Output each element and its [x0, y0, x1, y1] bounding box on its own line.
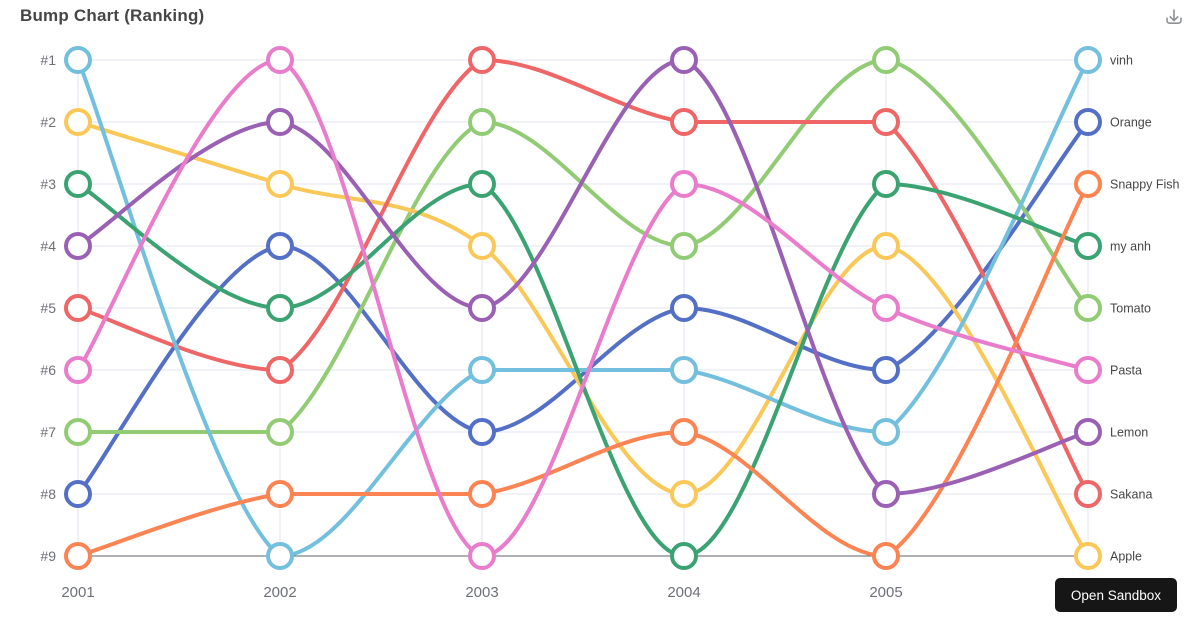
series-end-label-tomato: Tomato [1110, 302, 1151, 316]
y-axis-tick-label: #3 [40, 176, 56, 192]
data-point-apple[interactable] [1074, 542, 1102, 570]
data-point-sakana[interactable] [872, 108, 900, 136]
data-point-my-anh[interactable] [64, 170, 92, 198]
y-axis-tick-label: #9 [40, 548, 56, 564]
series-end-label-vinh: vinh [1110, 54, 1133, 68]
series-end-label-lemon: Lemon [1110, 426, 1148, 440]
series-line-orange[interactable] [76, 120, 1090, 496]
data-point-snappy-fish[interactable] [1074, 170, 1102, 198]
data-point-my-anh[interactable] [468, 170, 496, 198]
data-point-my-anh[interactable] [266, 294, 294, 322]
data-point-pasta[interactable] [670, 170, 698, 198]
x-axis-tick-label: 2005 [869, 584, 902, 601]
series-end-label-apple: Apple [1110, 550, 1142, 564]
data-point-orange[interactable] [468, 418, 496, 446]
data-point-lemon[interactable] [872, 480, 900, 508]
data-point-pasta[interactable] [266, 46, 294, 74]
y-axis-tick-label: #1 [40, 52, 56, 68]
data-point-snappy-fish[interactable] [872, 542, 900, 570]
data-point-orange[interactable] [64, 480, 92, 508]
data-point-apple[interactable] [468, 232, 496, 260]
x-axis-tick-label: 2001 [61, 584, 94, 601]
x-axis-tick-label: 2002 [263, 584, 296, 601]
data-point-orange[interactable] [872, 356, 900, 384]
data-point-pasta[interactable] [468, 542, 496, 570]
data-point-vinh[interactable] [1074, 46, 1102, 74]
data-point-tomato[interactable] [1074, 294, 1102, 322]
series-end-label-orange: Orange [1110, 116, 1152, 130]
y-axis-tick-label: #4 [40, 238, 56, 254]
data-point-vinh[interactable] [872, 418, 900, 446]
data-point-lemon[interactable] [64, 232, 92, 260]
y-axis-tick-label: #5 [40, 300, 56, 316]
download-icon [1162, 6, 1186, 30]
data-point-pasta[interactable] [1074, 356, 1102, 384]
data-point-snappy-fish[interactable] [64, 542, 92, 570]
data-point-snappy-fish[interactable] [468, 480, 496, 508]
data-point-lemon[interactable] [1074, 418, 1102, 446]
y-axis-tick-label: #8 [40, 486, 56, 502]
data-point-sakana[interactable] [1074, 480, 1102, 508]
y-axis-tick-label: #7 [40, 424, 56, 440]
x-axis-tick-label: 2003 [465, 584, 498, 601]
page-title: Bump Chart (Ranking) [20, 6, 205, 25]
y-axis-tick-label: #2 [40, 114, 56, 130]
y-axis-tick-label: #6 [40, 362, 56, 378]
series-end-label-pasta: Pasta [1110, 364, 1142, 378]
data-point-pasta[interactable] [872, 294, 900, 322]
series-end-label-snappy-fish: Snappy Fish [1110, 178, 1180, 192]
data-point-orange[interactable] [1074, 108, 1102, 136]
data-point-pasta[interactable] [64, 356, 92, 384]
data-point-vinh[interactable] [266, 542, 294, 570]
data-point-sakana[interactable] [670, 108, 698, 136]
series-end-label-my-anh: my anh [1110, 240, 1151, 254]
data-point-tomato[interactable] [266, 418, 294, 446]
data-point-lemon[interactable] [266, 108, 294, 136]
data-point-vinh[interactable] [670, 356, 698, 384]
data-point-orange[interactable] [266, 232, 294, 260]
data-point-my-anh[interactable] [1074, 232, 1102, 260]
data-point-sakana[interactable] [64, 294, 92, 322]
data-point-vinh[interactable] [64, 46, 92, 74]
data-point-sakana[interactable] [468, 46, 496, 74]
data-point-tomato[interactable] [670, 232, 698, 260]
data-point-orange[interactable] [670, 294, 698, 322]
data-point-apple[interactable] [872, 232, 900, 260]
data-point-apple[interactable] [670, 480, 698, 508]
data-point-vinh[interactable] [468, 356, 496, 384]
data-point-lemon[interactable] [468, 294, 496, 322]
data-point-snappy-fish[interactable] [266, 480, 294, 508]
series-end-label-sakana: Sakana [1110, 488, 1152, 502]
open-sandbox-button[interactable]: Open Sandbox [1054, 578, 1177, 612]
data-point-tomato[interactable] [64, 418, 92, 446]
series-line-vinh[interactable] [76, 58, 1090, 559]
x-axis-tick-label: 2004 [667, 584, 700, 601]
data-point-my-anh[interactable] [670, 542, 698, 570]
data-point-tomato[interactable] [872, 46, 900, 74]
data-point-lemon[interactable] [670, 46, 698, 74]
data-point-tomato[interactable] [468, 108, 496, 136]
download-button[interactable] [1160, 4, 1188, 32]
data-point-apple[interactable] [266, 170, 294, 198]
data-point-apple[interactable] [64, 108, 92, 136]
data-point-sakana[interactable] [266, 356, 294, 384]
data-point-snappy-fish[interactable] [670, 418, 698, 446]
data-point-my-anh[interactable] [872, 170, 900, 198]
